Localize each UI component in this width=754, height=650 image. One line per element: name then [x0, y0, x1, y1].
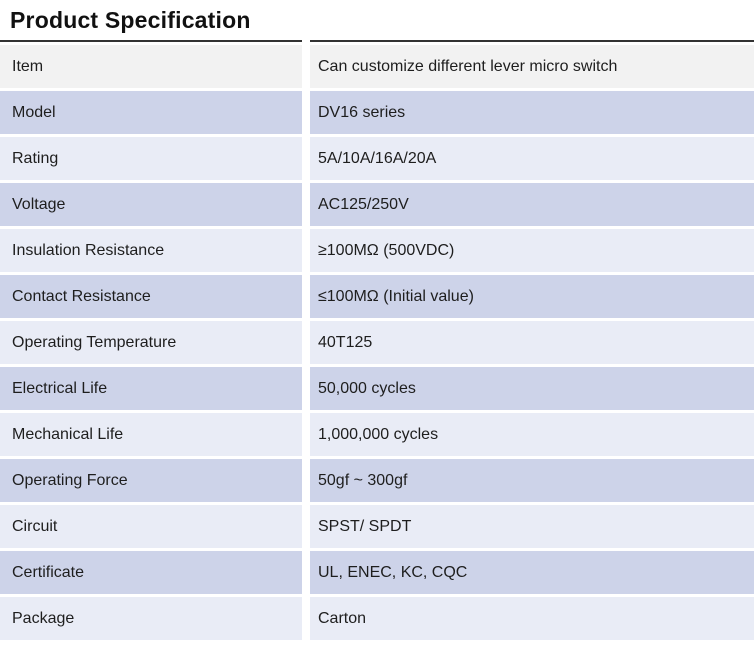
row-label-model: Model: [0, 91, 302, 134]
row-value-package: Carton: [310, 597, 754, 640]
spec-table: Item Model Rating Voltage Insulation Res…: [0, 40, 754, 640]
value-column: Can customize different lever micro swit…: [310, 40, 754, 640]
page-title: Product Specification: [10, 7, 251, 33]
row-label-insulation-resistance: Insulation Resistance: [0, 229, 302, 272]
row-label-electrical-life: Electrical Life: [0, 367, 302, 410]
row-value-item: Can customize different lever micro swit…: [310, 45, 754, 88]
row-value-certificate: UL, ENEC, KC, CQC: [310, 551, 754, 594]
row-label-package: Package: [0, 597, 302, 640]
row-label-rating: Rating: [0, 137, 302, 180]
row-value-circuit: SPST/ SPDT: [310, 505, 754, 548]
row-label-contact-resistance: Contact Resistance: [0, 275, 302, 318]
row-label-circuit: Circuit: [0, 505, 302, 548]
row-label-operating-force: Operating Force: [0, 459, 302, 502]
row-value-voltage: AC125/250V: [310, 183, 754, 226]
row-value-mechanical-life: 1,000,000 cycles: [310, 413, 754, 456]
row-value-rating: 5A/10A/16A/20A: [310, 137, 754, 180]
row-value-model: DV16 series: [310, 91, 754, 134]
row-label-certificate: Certificate: [0, 551, 302, 594]
row-value-operating-force: 50gf ~ 300gf: [310, 459, 754, 502]
row-value-electrical-life: 50,000 cycles: [310, 367, 754, 410]
row-value-contact-resistance: ≤100MΩ (Initial value): [310, 275, 754, 318]
row-label-operating-temperature: Operating Temperature: [0, 321, 302, 364]
row-value-insulation-resistance: ≥100MΩ (500VDC): [310, 229, 754, 272]
row-label-item: Item: [0, 45, 302, 88]
row-value-operating-temperature: 40T125: [310, 321, 754, 364]
label-column: Item Model Rating Voltage Insulation Res…: [0, 40, 302, 640]
row-label-voltage: Voltage: [0, 183, 302, 226]
row-label-mechanical-life: Mechanical Life: [0, 413, 302, 456]
